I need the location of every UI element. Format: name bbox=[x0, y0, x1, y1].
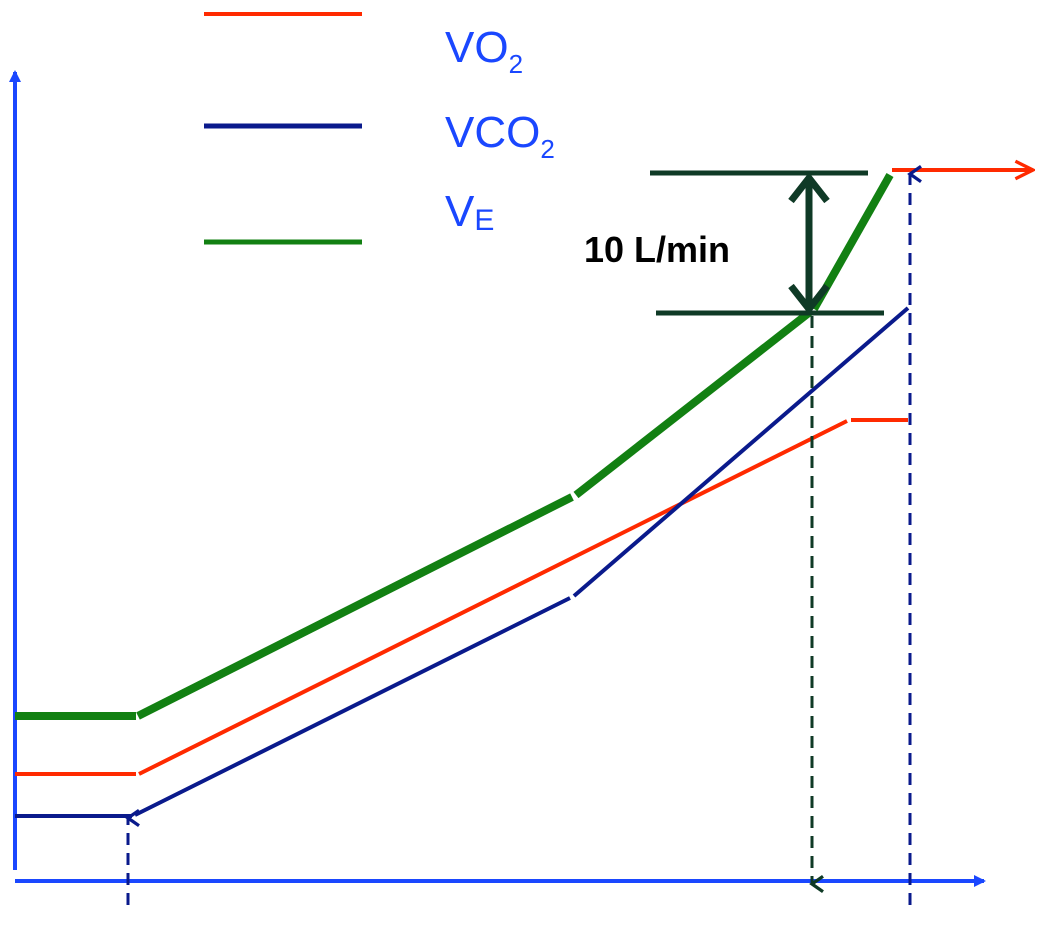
vo2-segment-linear bbox=[138, 419, 848, 776]
ve-segment-linear bbox=[136, 493, 574, 720]
vco2-segment-steep bbox=[572, 306, 910, 598]
dimension-indicator: 10 L/min bbox=[584, 170, 884, 316]
legend-label-ve: VE bbox=[445, 187, 494, 237]
vo2-curve bbox=[15, 418, 908, 776]
vco2-segment-linear bbox=[134, 596, 571, 817]
ve-segment-steep bbox=[573, 308, 813, 499]
dimension-arrow-head-top bbox=[788, 172, 830, 204]
dimension-label: 10 L/min bbox=[584, 229, 730, 270]
legend-label-vo2: VO2 bbox=[445, 23, 523, 79]
legend-label-vco2: VCO2 bbox=[445, 108, 555, 164]
ve-curve bbox=[15, 173, 894, 720]
legend: VO2 VCO2 VE bbox=[204, 12, 555, 245]
dimension-arrow-head-bottom bbox=[788, 283, 830, 315]
vco2-curve bbox=[15, 306, 910, 818]
